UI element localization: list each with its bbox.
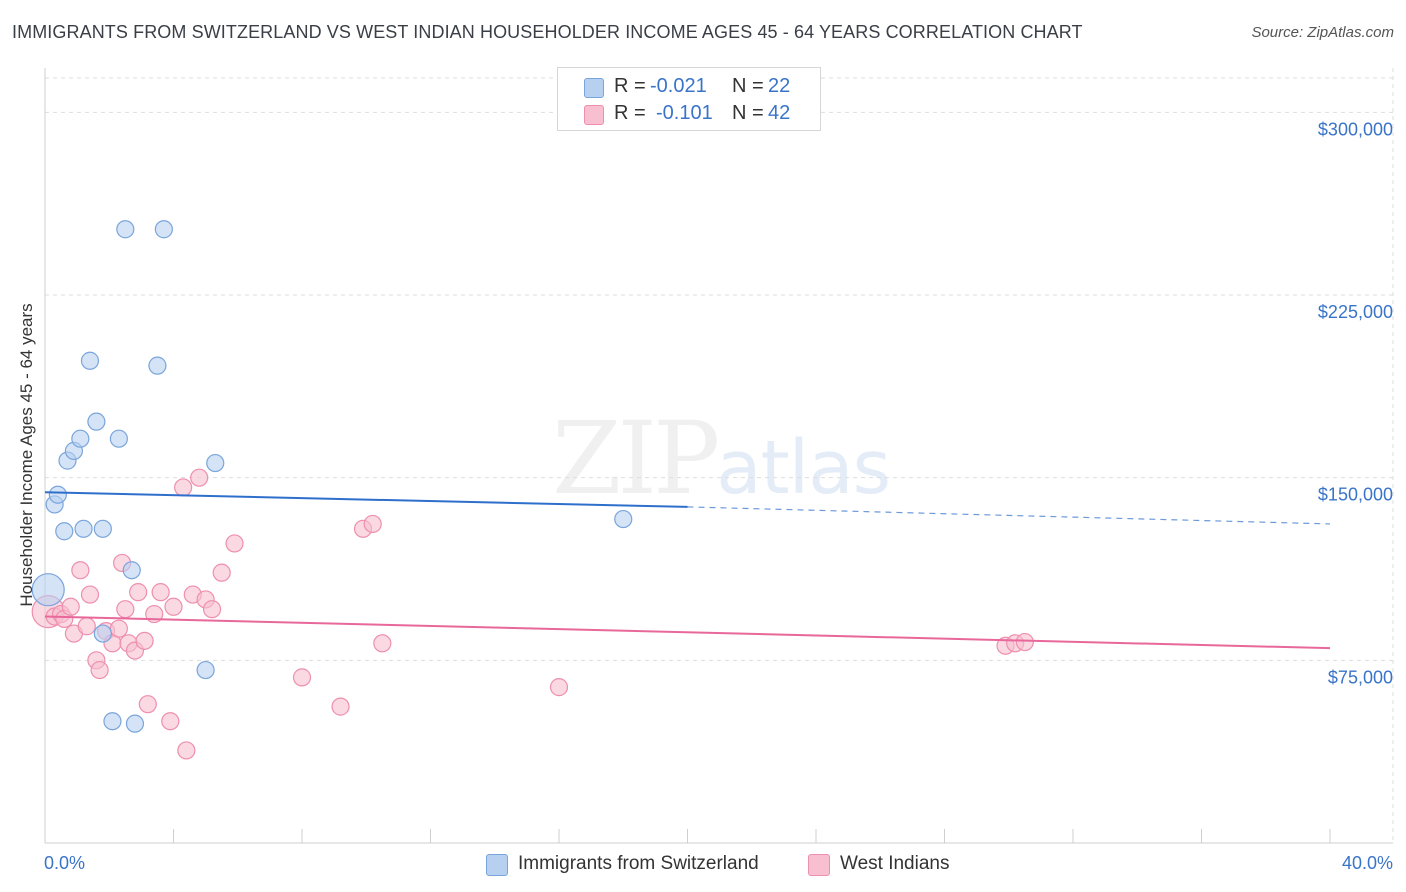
legend-label: Immigrants from Switzerland <box>518 853 759 874</box>
point-west-indians <box>190 468 209 487</box>
point-switzerland <box>154 220 173 239</box>
point-switzerland <box>109 429 128 448</box>
point-switzerland <box>80 351 100 370</box>
point-west-indians <box>174 478 193 497</box>
r-label: R = <box>614 75 646 97</box>
point-switzerland <box>55 522 74 541</box>
point-switzerland <box>93 624 112 643</box>
n-label: N = <box>732 102 764 124</box>
point-switzerland <box>206 453 225 473</box>
point-switzerland <box>125 714 145 733</box>
point-west-indians <box>225 534 244 553</box>
point-west-indians <box>164 597 183 616</box>
data-points <box>31 220 1034 760</box>
trend-line-west-indians <box>44 615 1331 650</box>
point-west-indians <box>177 741 196 760</box>
trend-line-switzerland-extension <box>687 506 1331 525</box>
y-tick-label: $300,000 <box>1318 119 1393 139</box>
point-west-indians <box>80 585 100 604</box>
point-west-indians <box>363 514 382 534</box>
point-west-indians <box>90 660 109 680</box>
point-west-indians <box>116 600 135 619</box>
point-switzerland <box>103 712 122 731</box>
point-west-indians <box>71 561 90 580</box>
swatch-blue <box>584 78 604 98</box>
point-west-indians <box>151 583 170 602</box>
point-west-indians <box>129 583 148 602</box>
point-west-indians <box>77 617 96 636</box>
stats-legend: R = -0.021 N = 22 R = -0.101 N = 42 <box>557 67 821 131</box>
grid-lines <box>45 68 1394 843</box>
x-tick-label: 0.0% <box>44 853 85 873</box>
x-tick-label: 40.0% <box>1342 853 1393 873</box>
watermark-atlas: atlas <box>716 425 891 511</box>
y-tick-label: $75,000 <box>1328 667 1393 687</box>
point-west-indians <box>212 563 231 582</box>
axes <box>44 68 1393 844</box>
point-west-indians <box>1015 632 1034 652</box>
point-switzerland <box>93 519 112 538</box>
point-west-indians <box>549 678 569 697</box>
point-switzerland <box>74 519 93 538</box>
point-west-indians <box>161 712 180 731</box>
point-west-indians <box>138 695 157 714</box>
point-switzerland <box>614 509 633 529</box>
point-switzerland <box>48 485 67 504</box>
r-value: -0.101 <box>656 102 713 124</box>
point-switzerland <box>122 561 141 580</box>
swatch-pink <box>584 105 604 125</box>
point-west-indians <box>109 619 128 638</box>
r-value: -0.021 <box>650 75 707 97</box>
point-switzerland <box>71 429 90 448</box>
tick-labels: $75,000 $150,000 $225,000 $300,000 0.0% 40.0% <box>44 119 1393 873</box>
point-switzerland <box>87 412 106 431</box>
y-tick-label: $150,000 <box>1318 485 1393 505</box>
point-west-indians <box>135 631 154 650</box>
watermark-zip: ZIP <box>552 400 720 517</box>
point-switzerland <box>116 220 135 239</box>
point-west-indians <box>61 597 80 616</box>
r-label: R = <box>614 102 646 124</box>
trend-lines <box>44 491 1331 650</box>
chart-title: IMMIGRANTS FROM SWITZERLAND VS WEST INDI… <box>12 22 1083 42</box>
legend-label: West Indians <box>840 853 950 874</box>
y-axis-label: Householder Income Ages 45 - 64 years <box>17 303 36 607</box>
y-tick-label: $225,000 <box>1318 302 1393 322</box>
point-west-indians <box>373 634 392 653</box>
n-value: 42 <box>768 102 791 124</box>
source-label: Source: ZipAtlas.com <box>1251 24 1394 41</box>
point-west-indians <box>202 600 222 619</box>
watermark: ZIPatlas <box>552 400 891 517</box>
n-label: N = <box>732 75 764 97</box>
point-west-indians <box>331 697 350 716</box>
n-value: 22 <box>768 75 791 97</box>
point-switzerland <box>31 573 65 607</box>
point-switzerland <box>148 356 167 375</box>
swatch-blue <box>486 854 508 876</box>
swatch-pink <box>808 854 830 876</box>
point-west-indians <box>292 668 312 687</box>
point-switzerland <box>196 660 215 680</box>
trend-line-switzerland <box>44 491 688 508</box>
